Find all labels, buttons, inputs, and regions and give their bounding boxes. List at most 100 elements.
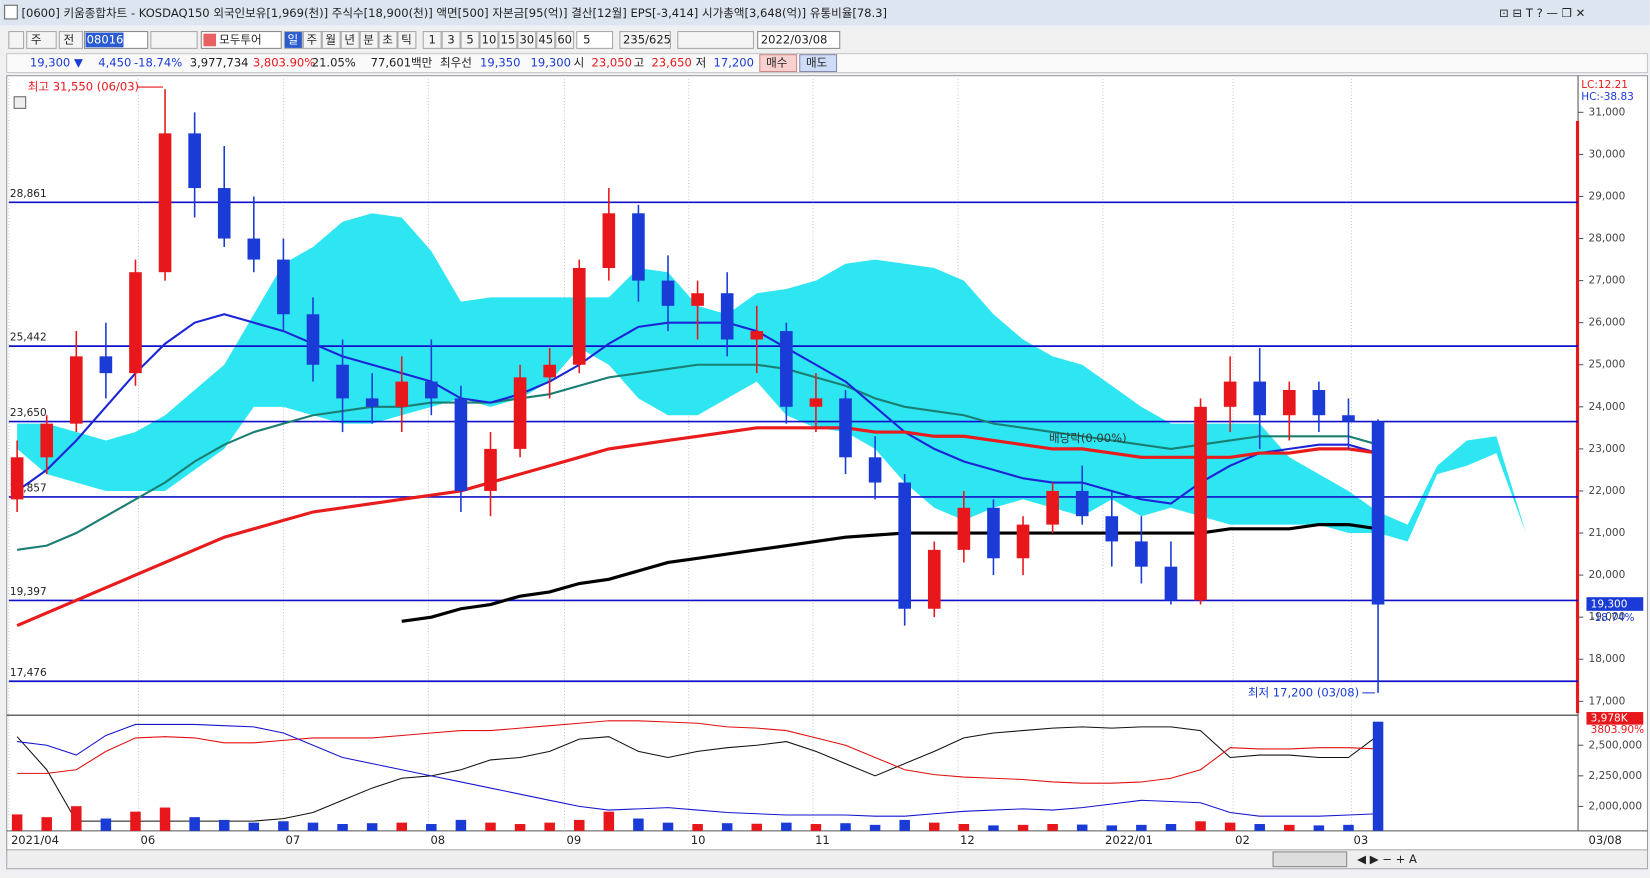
tool-buttons[interactable] — [677, 31, 755, 49]
interval[interactable]: 5 — [466, 32, 473, 46]
count[interactable]: 235/625 — [623, 32, 671, 46]
scroll-bar[interactable] — [6, 849, 1648, 870]
name-box[interactable] — [200, 31, 282, 49]
period[interactable]: 년 — [344, 32, 355, 46]
period[interactable]: 주 — [306, 32, 317, 46]
low-note: 최저 17,200 (03/08) — [1248, 685, 1359, 699]
range-bar — [1575, 120, 1580, 714]
level-label: 23,650 — [10, 407, 47, 419]
volume-bar — [278, 821, 289, 831]
interval-button[interactable] — [555, 31, 575, 49]
interval[interactable]: 45 — [538, 32, 553, 46]
count-box[interactable] — [619, 31, 671, 49]
tool-button[interactable] — [8, 31, 25, 49]
volume-bar — [366, 823, 378, 831]
x-tick-label: 08 — [430, 833, 445, 847]
x-tick-label: 09 — [567, 833, 582, 847]
title-bar — [0, 0, 1650, 26]
interval-button[interactable] — [441, 31, 461, 49]
market[interactable]: 주 — [31, 32, 42, 46]
interval[interactable]: 30 — [519, 32, 534, 46]
level-label: 28,861 — [10, 188, 47, 200]
y-tick-label: 2,250,000 — [1589, 770, 1642, 782]
period-button[interactable] — [302, 31, 322, 49]
interval-button[interactable] — [460, 31, 480, 49]
date-box[interactable] — [757, 31, 841, 49]
volume-bar — [1195, 821, 1206, 831]
indicator-line — [17, 720, 1379, 784]
x-tick-label: 07 — [286, 833, 301, 847]
window-controls[interactable]: ⊡ ⊟ T ? — ❐ ✕ — [1499, 6, 1585, 20]
ichimoku-cloud — [17, 213, 1526, 542]
interval-button[interactable] — [479, 31, 499, 49]
high: 23,650 — [651, 56, 691, 70]
code[interactable]: 080160 — [87, 32, 131, 46]
period[interactable]: 월 — [325, 32, 336, 46]
lc-label: LC:12.21 — [1581, 79, 1628, 91]
last-price: 19,300 — [1591, 599, 1628, 611]
volume-bar — [248, 822, 260, 831]
y-tick-label: 19,000 — [1589, 611, 1626, 623]
interval-button[interactable] — [536, 31, 556, 49]
candle-body — [40, 423, 54, 458]
candle-body — [632, 213, 645, 281]
period[interactable]: 일 — [288, 32, 299, 46]
y-tick-label: 30,000 — [1589, 148, 1626, 160]
indicator-line — [17, 723, 1379, 817]
volume-rate: 3,803.90% — [253, 56, 315, 70]
volume-bar — [130, 811, 141, 831]
range[interactable]: 전 — [64, 32, 75, 46]
interval[interactable]: 15 — [501, 32, 516, 46]
interval[interactable]: 60 — [557, 32, 572, 46]
candle-body — [1342, 415, 1355, 422]
period-button[interactable] — [321, 31, 341, 49]
stock-name[interactable]: 모두투어 — [219, 32, 262, 46]
candle-body — [1075, 490, 1089, 517]
candle-body — [602, 213, 616, 268]
market-select[interactable] — [26, 31, 57, 49]
interval-button[interactable] — [422, 31, 442, 49]
buy-button[interactable] — [759, 54, 798, 73]
interval[interactable]: 3 — [447, 32, 454, 46]
candle-body — [10, 457, 24, 500]
volume-bar — [159, 807, 171, 831]
interval[interactable]: 1 — [428, 32, 435, 46]
step[interactable]: 5 — [583, 32, 590, 46]
period[interactable]: 틱 — [401, 32, 412, 46]
step-box[interactable] — [576, 31, 614, 49]
volume-bar — [1165, 824, 1177, 831]
range-select[interactable] — [58, 31, 83, 49]
period-button[interactable] — [378, 31, 398, 49]
period-button[interactable] — [283, 31, 303, 49]
period[interactable]: 분 — [363, 32, 374, 46]
interval[interactable]: 10 — [482, 32, 497, 46]
candle-body — [336, 364, 349, 399]
scroll-controls[interactable] — [1272, 851, 1348, 868]
candle-body — [1223, 381, 1237, 407]
period-button[interactable] — [340, 31, 360, 49]
sell-button[interactable] — [799, 54, 838, 73]
period-button[interactable] — [397, 31, 417, 49]
volume-bar — [662, 822, 674, 831]
zoom-controls[interactable]: ◀ ▶ − + A — [1357, 852, 1417, 866]
candle-body — [720, 293, 734, 340]
volume-bar — [1343, 824, 1354, 831]
buy[interactable]: 매수 — [766, 56, 787, 70]
candle-body — [572, 267, 586, 365]
y-tick-label: 24,000 — [1589, 401, 1626, 413]
amount: 77,601백만 — [371, 56, 433, 70]
search-buttons[interactable] — [150, 31, 198, 49]
sell[interactable]: 매도 — [806, 56, 828, 70]
candle-body — [1046, 490, 1059, 525]
volume-bar — [958, 824, 970, 831]
volume-bar — [1254, 824, 1265, 831]
interval-button[interactable] — [517, 31, 537, 49]
period[interactable]: 초 — [382, 32, 393, 46]
interval-button[interactable] — [498, 31, 518, 49]
candle-body — [395, 381, 409, 407]
candle-body — [543, 364, 556, 378]
price: 19,300 ▼ — [30, 56, 83, 70]
volume-bar — [71, 806, 82, 831]
date[interactable]: 2022/03/08 — [761, 32, 828, 46]
period-button[interactable] — [359, 31, 379, 49]
